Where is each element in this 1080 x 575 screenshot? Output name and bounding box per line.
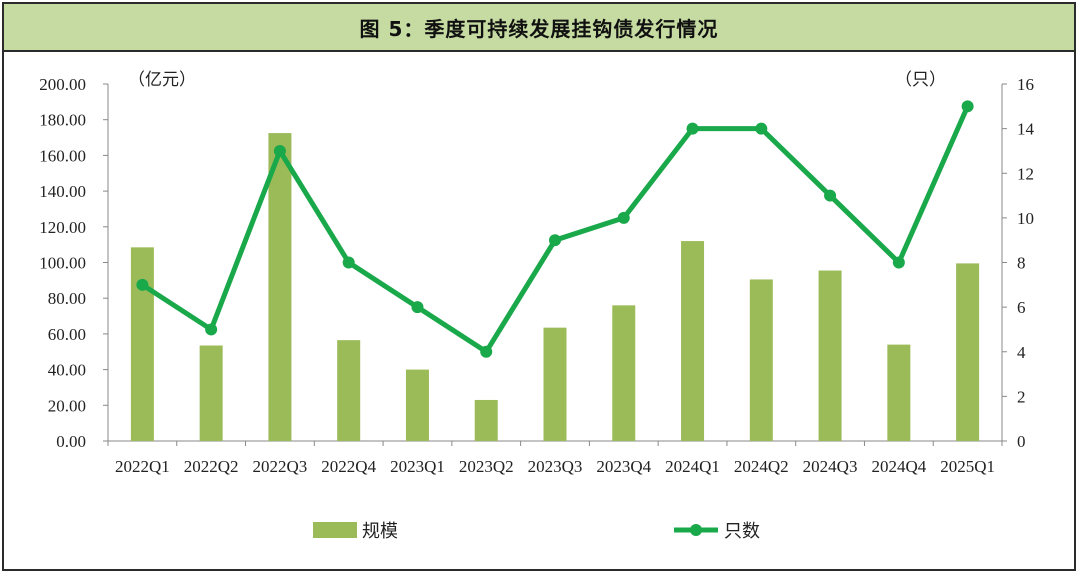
left-tick-label: 100.00: [39, 254, 86, 273]
right-tick-label: 10: [1017, 209, 1034, 228]
count-point-2023Q1: [411, 301, 424, 314]
right-tick-label: 4: [1017, 343, 1026, 362]
left-axis-unit: （亿元）: [128, 70, 196, 90]
bar-2025Q1: [956, 263, 980, 441]
count-point-2022Q1: [136, 278, 149, 291]
left-tick-label: 60.00: [48, 325, 86, 344]
x-tick-label: 2023Q2: [459, 457, 514, 476]
bar-2023Q2: [474, 399, 498, 441]
left-tick-label: 80.00: [48, 289, 86, 308]
bar-2022Q3: [268, 133, 292, 441]
bar-2024Q3: [818, 270, 842, 441]
x-tick-label: 2022Q2: [184, 457, 239, 476]
x-tick-label: 2023Q1: [390, 457, 445, 476]
count-point-2023Q4: [617, 211, 630, 224]
count-line: [141, 105, 970, 355]
legend-bar-swatch: [313, 522, 357, 538]
bar-2024Q2: [749, 279, 773, 441]
x-tick-label: 2023Q4: [596, 457, 651, 476]
bar-2022Q4: [337, 340, 361, 441]
legend-bar-label: 规模: [362, 521, 398, 542]
right-axis-unit: （只）: [895, 70, 946, 90]
title-bar: 图 5：季度可持续发展挂钩债发行情况: [4, 4, 1074, 52]
count-point-2024Q4: [892, 256, 905, 269]
x-tick-label: 2024Q2: [734, 457, 789, 476]
left-tick-label: 200.00: [39, 75, 86, 94]
count-point-2024Q3: [824, 189, 837, 202]
x-tick-label: 2023Q3: [528, 457, 583, 476]
left-tick-label: 180.00: [39, 111, 86, 130]
x-tick-label: 2024Q3: [803, 457, 858, 476]
count-point-2022Q2: [205, 323, 218, 336]
right-tick-label: 8: [1017, 254, 1026, 273]
right-tick-label: 14: [1017, 120, 1035, 139]
left-tick-label: 160.00: [39, 146, 86, 165]
right-tick-label: 16: [1017, 75, 1034, 94]
right-tick-label: 12: [1017, 164, 1034, 183]
chart-title: 图 5：季度可持续发展挂钩债发行情况: [359, 16, 719, 41]
x-tick-label: 2022Q3: [253, 457, 308, 476]
x-tick-label: 2024Q4: [871, 457, 926, 476]
count-point-2024Q1: [686, 122, 699, 135]
x-tick-label: 2024Q1: [665, 457, 720, 476]
legend-line-marker: [690, 524, 702, 536]
left-tick-label: 0.00: [56, 432, 86, 451]
legend-line-label: 只数: [724, 521, 760, 542]
bar-2022Q2: [199, 345, 223, 441]
count-point-2022Q3: [273, 144, 286, 157]
count-point-2023Q2: [480, 345, 493, 358]
bar-2024Q4: [887, 344, 911, 441]
count-point-2023Q3: [549, 234, 561, 247]
right-tick-label: 2: [1017, 387, 1026, 406]
bar-2023Q1: [405, 369, 429, 441]
bar-2023Q4: [612, 305, 636, 441]
bar-2023Q3: [543, 327, 567, 441]
bar-2022Q1: [130, 247, 154, 441]
x-tick-label: 2022Q4: [321, 457, 376, 476]
count-point-2025Q1: [961, 100, 974, 113]
count-point-2022Q4: [342, 256, 355, 269]
right-tick-label: 0: [1017, 432, 1026, 451]
left-tick-label: 40.00: [48, 361, 86, 380]
x-tick-label: 2022Q1: [115, 457, 170, 476]
count-point-2024Q2: [755, 122, 768, 135]
x-tick-label: 2025Q1: [940, 457, 995, 476]
right-tick-label: 6: [1017, 298, 1026, 317]
left-tick-label: 20.00: [48, 396, 86, 415]
left-tick-label: 140.00: [39, 182, 86, 201]
left-tick-label: 120.00: [39, 218, 86, 237]
bar-2024Q1: [681, 241, 705, 441]
